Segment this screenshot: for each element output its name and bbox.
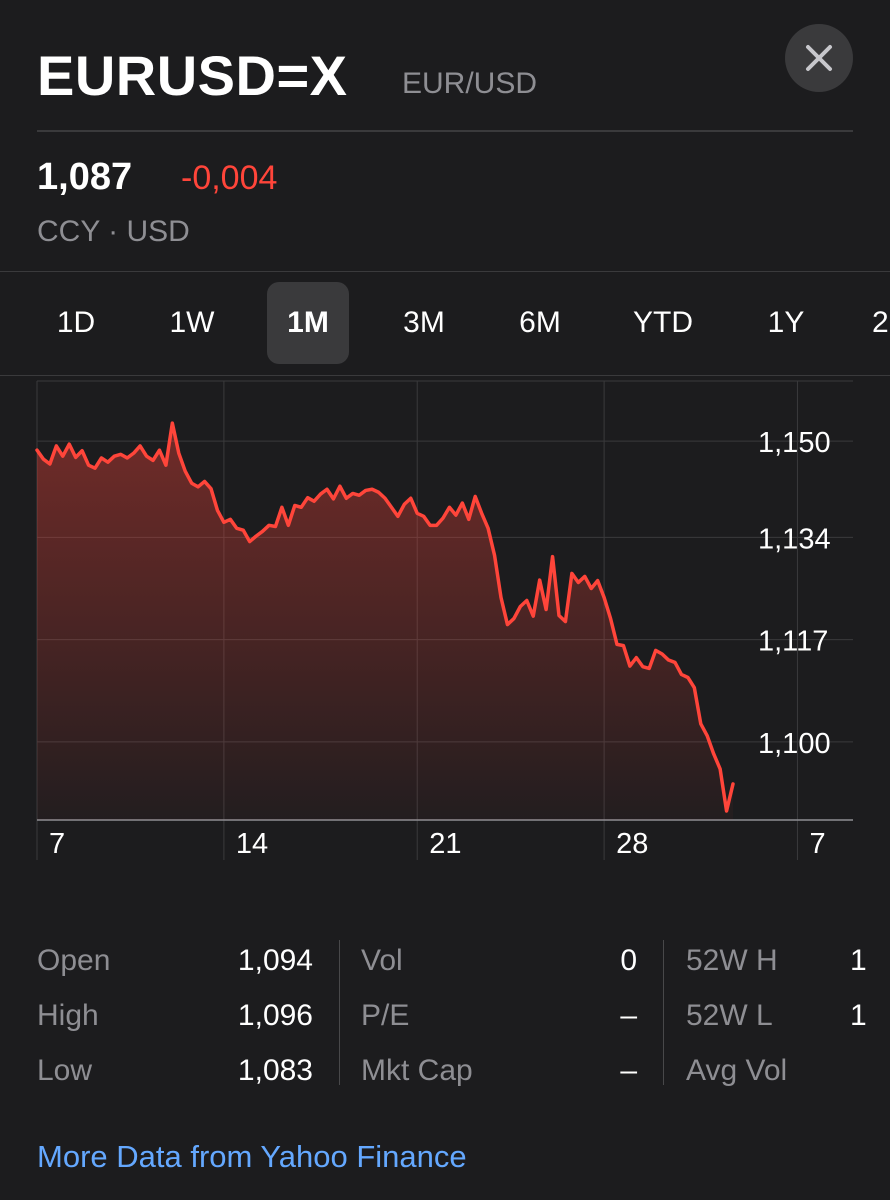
currency-pair: EUR/USD — [402, 67, 538, 100]
chart-x-tick-label: 7 — [809, 828, 825, 860]
stat-pe-label: P/E — [361, 999, 410, 1032]
stat-high-value: 1,096 — [237, 999, 313, 1032]
section-divider — [0, 271, 890, 272]
ticker-symbol: EURUSD=X — [37, 44, 348, 107]
stat-mktcap-value: – — [620, 1054, 637, 1087]
tab-1w[interactable]: 1W — [169, 306, 215, 339]
chart-x-tick-label: 14 — [236, 828, 268, 860]
stat-open-label: Open — [37, 944, 111, 977]
stats-panel: Open 1,094 High 1,096 Low 1,083 Vol 0 P/… — [0, 930, 890, 1100]
chart-y-tick-label: 1,150 — [758, 427, 831, 459]
stat-vol-value: 0 — [620, 944, 637, 977]
tab-1y[interactable]: 1Y — [767, 306, 805, 339]
header-divider — [37, 130, 853, 132]
chart-y-tick-label: 1,134 — [758, 523, 831, 555]
price-change: -0,004 — [181, 159, 278, 197]
stats-separator — [663, 940, 664, 1085]
quote-meta: CCY · USD — [37, 215, 190, 248]
close-icon — [806, 45, 832, 71]
quote-header: EURUSD=X EUR/USD 1,087 -0,004 CCY · USD — [0, 0, 890, 272]
stat-vol-label: Vol — [361, 944, 403, 977]
chart-y-tick-label: 1,100 — [758, 728, 831, 760]
range-tabs: 1D 1W 1M 3M 6M YTD 1Y 2 — [0, 273, 890, 375]
chart-area — [37, 423, 733, 820]
price-chart: 1,150 1,134 1,117 1,100 7 14 21 28 7 — [0, 376, 890, 866]
stat-open-value: 1,094 — [237, 944, 313, 977]
stat-52wh-value: 1 — [850, 944, 867, 977]
stat-52wl-label: 52W L — [686, 999, 773, 1032]
chart-svg: 1,150 1,134 1,117 1,100 7 14 21 28 7 — [35, 380, 853, 860]
tab-6m[interactable]: 6M — [519, 306, 561, 339]
tab-1d[interactable]: 1D — [56, 306, 96, 339]
chart-x-tick-label: 7 — [49, 828, 65, 860]
more-data-link[interactable]: More Data from Yahoo Finance — [37, 1139, 467, 1174]
stat-52wl-value: 1 — [850, 999, 867, 1032]
chart-series-line — [35, 421, 735, 813]
chart-y-tick-label: 1,117 — [758, 626, 828, 658]
close-button[interactable] — [785, 24, 853, 92]
stat-avgvol-label: Avg Vol — [686, 1054, 788, 1087]
chart-x-tick-label: 28 — [616, 828, 648, 860]
chart-x-tick-label: 21 — [429, 828, 461, 860]
stat-mktcap-label: Mkt Cap — [361, 1054, 473, 1087]
tabs-divider — [0, 375, 890, 376]
stats-separator — [339, 940, 340, 1085]
tab-ytd[interactable]: YTD — [633, 306, 693, 339]
stat-high-label: High — [37, 999, 99, 1032]
stat-low-label: Low — [37, 1054, 93, 1087]
stat-52wh-label: 52W H — [686, 944, 778, 977]
tab-3m[interactable]: 3M — [403, 306, 445, 339]
stat-low-value: 1,083 — [237, 1054, 313, 1087]
tab-1m[interactable]: 1M — [267, 282, 349, 364]
last-price: 1,087 — [37, 156, 133, 198]
stat-pe-value: – — [620, 999, 637, 1032]
tab-partial[interactable]: 2 — [872, 306, 889, 339]
